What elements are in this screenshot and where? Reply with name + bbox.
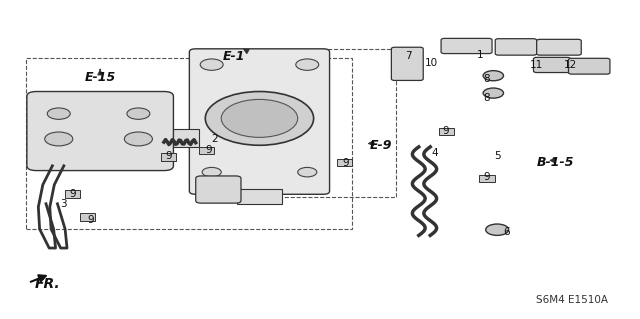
- FancyBboxPatch shape: [441, 38, 492, 54]
- FancyBboxPatch shape: [189, 49, 330, 194]
- FancyBboxPatch shape: [479, 175, 495, 182]
- FancyBboxPatch shape: [438, 128, 454, 136]
- Text: E-15: E-15: [84, 71, 116, 84]
- FancyBboxPatch shape: [196, 176, 241, 203]
- Text: 10: 10: [425, 58, 438, 68]
- Text: B-1-5: B-1-5: [537, 156, 575, 169]
- Text: E-9: E-9: [369, 139, 392, 152]
- Text: 9: 9: [484, 172, 490, 182]
- Circle shape: [483, 88, 504, 98]
- FancyBboxPatch shape: [237, 189, 282, 204]
- Circle shape: [205, 92, 314, 145]
- Text: 7: 7: [404, 51, 412, 61]
- Circle shape: [45, 132, 73, 146]
- Text: FR.: FR.: [35, 278, 60, 292]
- Text: 8: 8: [484, 93, 490, 103]
- Text: S6M4 E1510A: S6M4 E1510A: [536, 295, 608, 305]
- FancyBboxPatch shape: [495, 39, 537, 55]
- Circle shape: [298, 167, 317, 177]
- Text: 6: 6: [504, 227, 510, 237]
- FancyBboxPatch shape: [534, 57, 570, 72]
- Text: 9: 9: [342, 158, 349, 168]
- Text: 9: 9: [206, 145, 212, 155]
- Circle shape: [221, 100, 298, 137]
- Circle shape: [200, 59, 223, 70]
- Circle shape: [486, 224, 509, 235]
- FancyBboxPatch shape: [568, 58, 610, 74]
- FancyBboxPatch shape: [161, 153, 176, 161]
- FancyBboxPatch shape: [337, 159, 352, 167]
- Text: E-1: E-1: [223, 50, 245, 63]
- Text: 9: 9: [165, 151, 172, 161]
- Text: 2: 2: [212, 134, 218, 144]
- Circle shape: [124, 132, 152, 146]
- Circle shape: [127, 108, 150, 119]
- Text: 9: 9: [87, 215, 94, 225]
- FancyBboxPatch shape: [392, 47, 423, 80]
- Text: 9: 9: [70, 189, 76, 199]
- FancyBboxPatch shape: [199, 147, 214, 154]
- Circle shape: [202, 167, 221, 177]
- Circle shape: [47, 108, 70, 119]
- FancyBboxPatch shape: [27, 92, 173, 171]
- Text: 3: 3: [61, 199, 67, 209]
- FancyBboxPatch shape: [65, 190, 81, 198]
- FancyBboxPatch shape: [537, 39, 581, 55]
- FancyBboxPatch shape: [80, 213, 95, 221]
- FancyBboxPatch shape: [151, 129, 199, 147]
- Text: 4: 4: [431, 148, 438, 158]
- Text: 11: 11: [530, 60, 543, 70]
- Text: 1: 1: [477, 50, 484, 60]
- Text: 12: 12: [564, 60, 577, 70]
- Text: 8: 8: [484, 74, 490, 84]
- Text: 5: 5: [494, 151, 500, 161]
- Text: 9: 9: [443, 126, 449, 136]
- Circle shape: [483, 70, 504, 81]
- Circle shape: [296, 59, 319, 70]
